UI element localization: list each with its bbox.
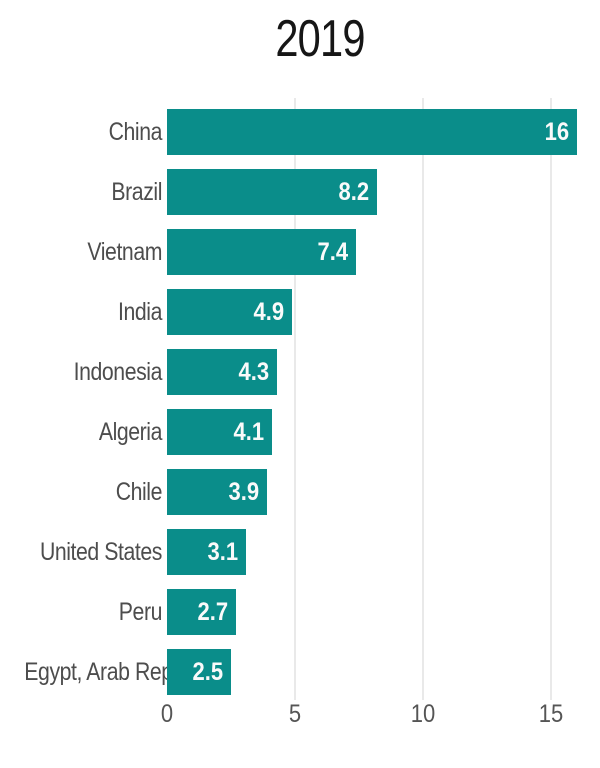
gridline-x-5 [294,98,296,700]
bar: 2.7 [167,589,236,635]
bar: 4.9 [167,289,292,335]
category-label: India [118,298,162,326]
bar: 3.9 [167,469,267,515]
bar: 4.1 [167,409,272,455]
x-tick-label: 5 [288,700,302,728]
plot-area: China 16 Brazil 8.2 Vietnam 7.4 India 4.9 Indone… [0,98,600,702]
gridline-x-10 [422,98,424,700]
x-tick-label: 15 [538,700,564,728]
category-label: Indonesia [73,358,163,386]
bar-value-label: 7.4 [317,238,349,266]
x-tick-label: 0 [160,700,174,728]
category-label: Chile [115,478,163,506]
bar-value-label: 4.3 [238,358,270,386]
category-label: Peru [118,598,163,626]
bar: 7.4 [167,229,356,275]
gridline-x-15 [550,98,552,700]
bar: 16 [167,109,577,155]
category-label: China [108,118,163,146]
category-label: Algeria [98,418,163,446]
x-tick-label: 10 [410,700,436,728]
category-label: Egypt, Arab Rep. [24,658,179,686]
bar: 8.2 [167,169,377,215]
bar-value-label: 16 [544,118,570,146]
chart-title: 2019 [275,10,365,68]
bar-value-label: 8.2 [338,178,370,206]
bar: 4.3 [167,349,277,395]
category-label: United States [39,538,163,566]
category-label: Brazil [111,178,162,206]
bar-value-label: 3.9 [228,478,260,506]
bar-value-label: 2.5 [192,658,224,686]
bar-value-label: 2.7 [197,598,229,626]
bar: 2.5 [167,649,231,695]
bar-value-label: 4.9 [253,298,285,326]
category-label: Vietnam [87,238,162,266]
bar-value-label: 4.1 [233,418,265,446]
bar: 3.1 [167,529,246,575]
bar-value-label: 3.1 [207,538,239,566]
